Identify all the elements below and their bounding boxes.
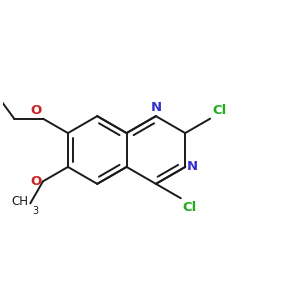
Text: N: N bbox=[187, 160, 198, 173]
Text: Cl: Cl bbox=[212, 104, 227, 117]
Text: N: N bbox=[150, 101, 161, 114]
Text: 3: 3 bbox=[33, 206, 39, 216]
Text: Cl: Cl bbox=[182, 201, 197, 214]
Text: O: O bbox=[30, 175, 41, 188]
Text: CH: CH bbox=[12, 195, 29, 208]
Text: O: O bbox=[30, 104, 41, 117]
